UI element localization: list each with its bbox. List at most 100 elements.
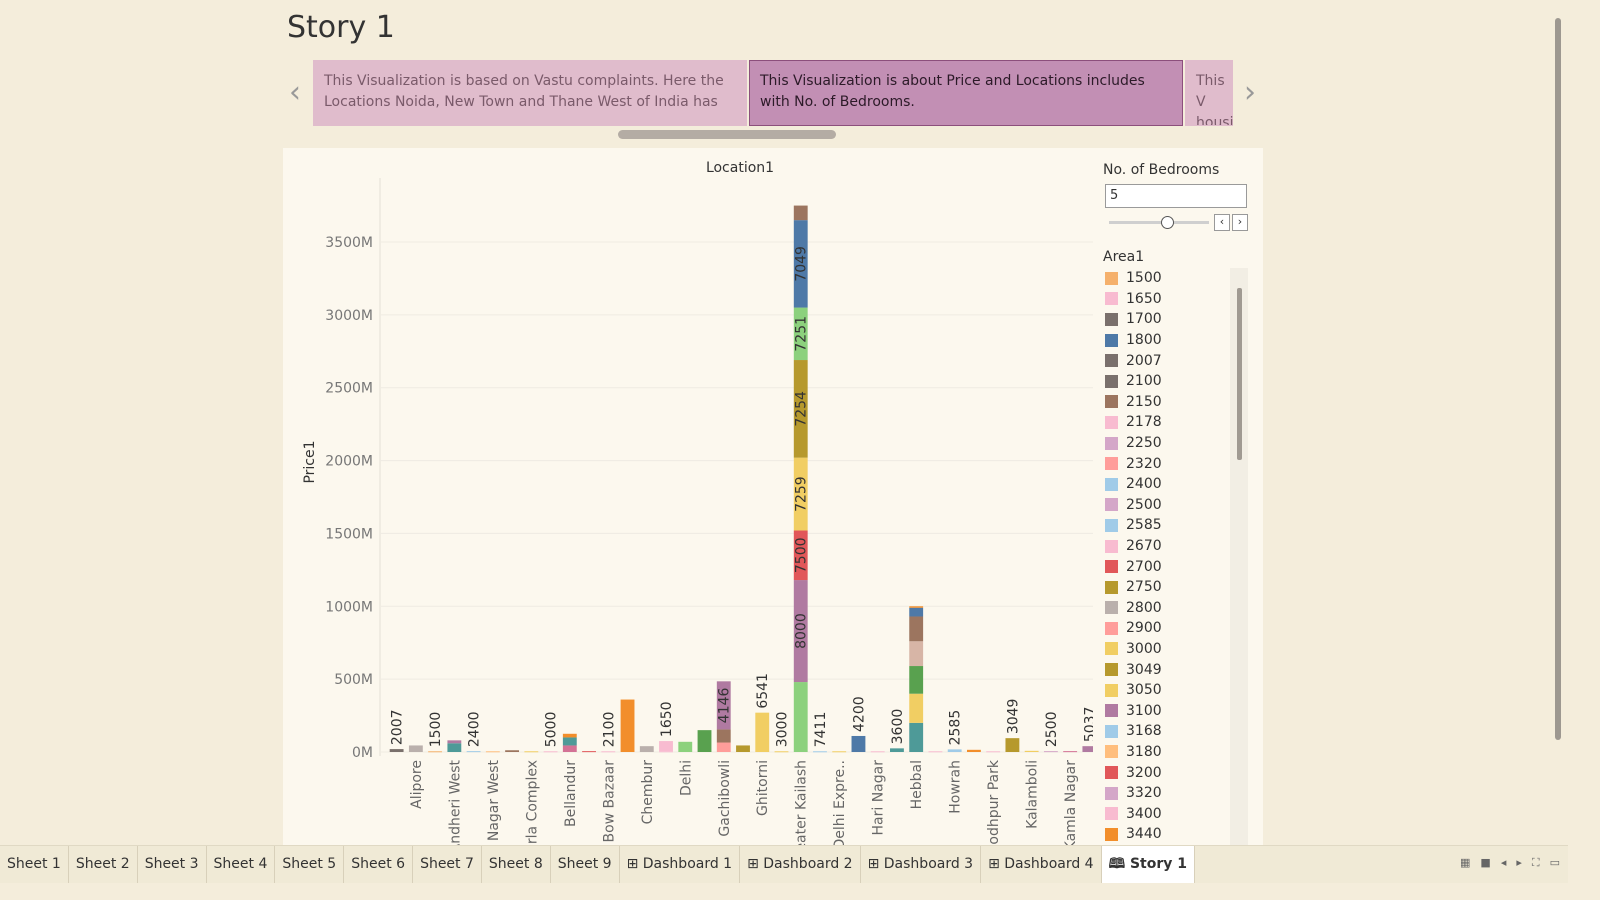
legend-item[interactable]: 3050 (1103, 680, 1233, 701)
legend-item[interactable]: 1500 (1103, 268, 1233, 289)
sheet-tab[interactable]: ⊞ Dashboard 3 (861, 846, 982, 883)
bar-segment (793, 307, 808, 361)
y-tick-label: 2000M (325, 454, 373, 470)
legend-item[interactable]: 1800 (1103, 330, 1233, 351)
legend-item[interactable]: 2800 (1103, 598, 1233, 619)
bar-segment (562, 733, 577, 738)
x-tick-label: Howrah (948, 760, 964, 814)
story-caption-1[interactable]: This Visualization is based on Vastu com… (313, 60, 747, 126)
legend-label: 2900 (1126, 620, 1162, 637)
legend-swatch (1105, 724, 1118, 738)
previous-point-arrow-icon[interactable]: ‹ (289, 75, 301, 110)
bedroom-slider-track[interactable] (1109, 221, 1209, 224)
legend-item[interactable]: 2250 (1103, 433, 1233, 454)
sheet-tab[interactable]: Sheet 9 (551, 846, 620, 883)
legend-label: 2178 (1126, 414, 1162, 431)
legend-swatch (1105, 457, 1118, 471)
grid-view-icon[interactable]: ▦ (1460, 856, 1471, 869)
x-tick-label: Bow Bazaar (601, 760, 617, 843)
sheet-tab[interactable]: Sheet 7 (413, 846, 482, 883)
legend-item[interactable]: 2585 (1103, 515, 1233, 536)
bedroom-filter-title: No. of Bedrooms (1103, 162, 1220, 178)
legend-item[interactable]: 2750 (1103, 577, 1233, 598)
sheet-tab[interactable]: ⊞ Dashboard 2 (740, 846, 861, 883)
legend-item[interactable]: 3400 (1103, 803, 1233, 824)
sheet-tab[interactable]: Sheet 2 (69, 846, 138, 883)
legend-swatch (1105, 683, 1118, 697)
legend-swatch (1105, 642, 1118, 656)
legend-label: 2100 (1126, 373, 1162, 390)
legend-item[interactable]: 3168 (1103, 721, 1233, 742)
sheet-tab[interactable]: Sheet 4 (207, 846, 276, 883)
legend-label: 3180 (1126, 743, 1162, 760)
legend-swatch (1105, 766, 1118, 780)
legend-item[interactable]: 3000 (1103, 639, 1233, 660)
legend-label: 1500 (1126, 270, 1162, 287)
legend-item[interactable]: 1700 (1103, 309, 1233, 330)
sheet-tab[interactable]: Sheet 8 (482, 846, 551, 883)
legend-label: 1800 (1126, 332, 1162, 349)
legend-swatch (1105, 827, 1118, 841)
legend-swatch (1105, 292, 1118, 306)
bar-segment (793, 220, 808, 308)
legend-label: 1700 (1126, 311, 1162, 328)
captions-scrollbar[interactable] (618, 130, 836, 139)
sheet-tab[interactable]: Sheet 3 (138, 846, 207, 883)
legend-item[interactable]: 2320 (1103, 453, 1233, 474)
legend-item[interactable]: 2500 (1103, 495, 1233, 516)
legend-item[interactable]: 3320 (1103, 783, 1233, 804)
sheet-tab[interactable]: Sheet 5 (275, 846, 345, 883)
legend-swatch (1105, 436, 1118, 450)
legend-item[interactable]: 2150 (1103, 392, 1233, 413)
legend-item[interactable]: 3180 (1103, 742, 1233, 763)
next-point-arrow-icon[interactable]: › (1244, 75, 1256, 110)
legend-item[interactable]: 2400 (1103, 474, 1233, 495)
bar-data-label: 3049 (1005, 699, 1021, 735)
legend-label: 3168 (1126, 723, 1162, 740)
legend-label: 2670 (1126, 538, 1162, 555)
presentation-icon[interactable]: ▭ (1549, 856, 1560, 869)
segment-data-label: 7049 (794, 246, 810, 282)
bar-segment (793, 682, 808, 752)
legend-title: Area1 (1103, 249, 1145, 265)
sheet-tab-bar: Sheet 1 Sheet 2 Sheet 3 Sheet 4 Sheet 5 Sheet… (0, 845, 1568, 883)
legend-item[interactable]: 2900 (1103, 618, 1233, 639)
filmstrip-view-icon[interactable]: ■ (1480, 856, 1491, 869)
legend-item[interactable]: 3440 (1103, 824, 1233, 843)
sheet-tab[interactable]: 🕮 Story 1 (1101, 846, 1196, 883)
legend-item[interactable]: 2700 (1103, 556, 1233, 577)
segment-data-label: 7251 (794, 316, 810, 352)
legend-scrollbar-thumb[interactable] (1237, 288, 1242, 460)
story-caption-3[interactable]: This V housi (1185, 60, 1233, 126)
page-scrollbar[interactable] (1555, 18, 1561, 740)
legend-item[interactable]: 3100 (1103, 700, 1233, 721)
sheet-tab[interactable]: Sheet 6 (344, 846, 414, 883)
bar-segment (659, 741, 673, 752)
next-sheet-icon[interactable]: ▸ (1516, 856, 1522, 869)
sheet-tab[interactable]: ⊞ Dashboard 1 (620, 846, 741, 883)
bar-segment (909, 641, 924, 667)
sheet-tab[interactable]: ⊞ Dashboard 4 (981, 846, 1102, 883)
legend-scrollbar-track[interactable] (1230, 268, 1248, 845)
legend-item[interactable]: 2178 (1103, 412, 1233, 433)
legend-item[interactable]: 2670 (1103, 536, 1233, 557)
bar-data-label: 5000 (544, 712, 560, 748)
slider-prev-icon[interactable]: ‹ (1214, 214, 1230, 231)
y-axis-label: Price1 (302, 440, 318, 483)
sheet-tab[interactable]: Sheet 1 (0, 846, 69, 883)
legend-item[interactable]: 3200 (1103, 762, 1233, 783)
bar-segment (716, 742, 731, 752)
legend-item[interactable]: 3049 (1103, 659, 1233, 680)
legend-item[interactable]: 2100 (1103, 371, 1233, 392)
prev-sheet-icon[interactable]: ◂ (1500, 856, 1507, 869)
fullscreen-icon[interactable]: ⛶ (1531, 856, 1540, 869)
legend-item[interactable]: 2007 (1103, 350, 1233, 371)
x-tick-label: Chembur (640, 760, 656, 825)
slider-next-icon[interactable]: › (1232, 214, 1248, 231)
dashboard-panel: Location1 Price1 0M 500M 1000M 1500M 2000M 2500… (283, 148, 1263, 845)
story-caption-2[interactable]: This Visualization is about Price and Lo… (749, 60, 1183, 126)
bedroom-slider-thumb[interactable] (1161, 216, 1174, 229)
bar-segment (793, 360, 808, 458)
bedroom-filter-input[interactable]: 5 (1105, 184, 1247, 208)
legend-item[interactable]: 1650 (1103, 289, 1233, 310)
